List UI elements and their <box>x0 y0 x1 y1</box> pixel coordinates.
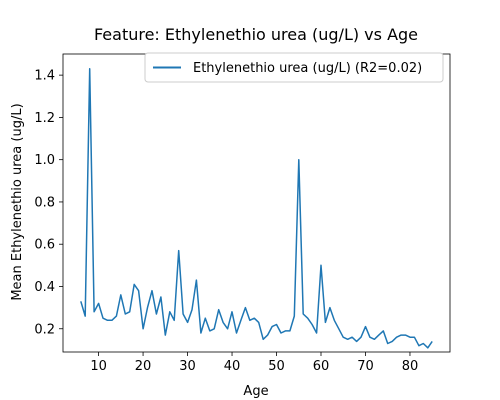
legend-frame <box>144 52 444 83</box>
series-line-0 <box>80 68 433 349</box>
y-tick-label: 0.8 <box>34 195 55 210</box>
y-tick-label: 1.0 <box>34 153 55 168</box>
y-tick-label: 1.2 <box>34 111 55 126</box>
x-tick-label: 60 <box>313 359 330 374</box>
y-tick-label: 0.6 <box>34 238 55 253</box>
x-tick-label: 50 <box>268 359 285 374</box>
y-tick-label: 0.2 <box>34 322 55 337</box>
x-tick-label: 10 <box>90 359 107 374</box>
x-tick-label: 40 <box>224 359 241 374</box>
x-axis-label: Age <box>243 384 268 399</box>
x-tick-label: 80 <box>402 359 419 374</box>
y-tick-label: 0.4 <box>34 280 55 295</box>
y-axis-label: Mean Ethylenethio urea (ug/L) <box>10 103 25 300</box>
legend: Ethylenethio urea (ug/L) (R2=0.02) <box>144 52 444 83</box>
y-tick-label: 1.4 <box>34 69 55 84</box>
axes-frame <box>62 53 451 353</box>
plot-area <box>80 68 433 349</box>
chart-title: Feature: Ethylenethio urea (ug/L) vs Age <box>94 25 418 44</box>
x-tick-label: 70 <box>357 359 374 374</box>
axes: 10 20 30 40 50 60 70 80 0.2 0.4 0.6 0.8 1.0 1.2 1.4 <box>34 53 451 374</box>
legend-entry-label: Ethylenethio urea (ug/L) (R2=0.02) <box>193 61 422 76</box>
x-tick-label: 20 <box>135 359 152 374</box>
x-tick-label: 30 <box>179 359 196 374</box>
